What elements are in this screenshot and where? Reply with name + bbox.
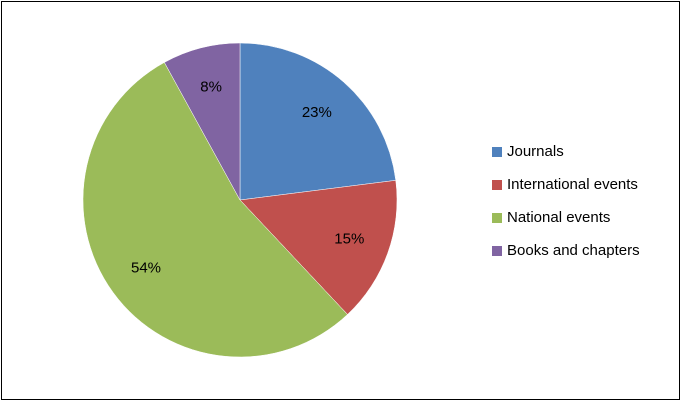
legend-label: Journals xyxy=(507,143,564,160)
pie-slice xyxy=(239,42,397,201)
data-label: 54% xyxy=(131,259,161,276)
legend-swatch xyxy=(492,246,502,256)
legend-swatch xyxy=(492,147,502,157)
legend-label: International events xyxy=(507,176,638,193)
legend-swatch xyxy=(492,180,502,190)
pie-slice xyxy=(239,180,398,315)
legend-swatch xyxy=(492,213,502,223)
pie-slice xyxy=(82,62,348,358)
legend-label: Books and chapters xyxy=(507,242,640,259)
pie-slice xyxy=(164,42,241,201)
legend-label: National events xyxy=(507,209,610,226)
data-label: 15% xyxy=(334,230,364,247)
data-label: 8% xyxy=(200,78,222,95)
data-label: 23% xyxy=(302,104,332,121)
